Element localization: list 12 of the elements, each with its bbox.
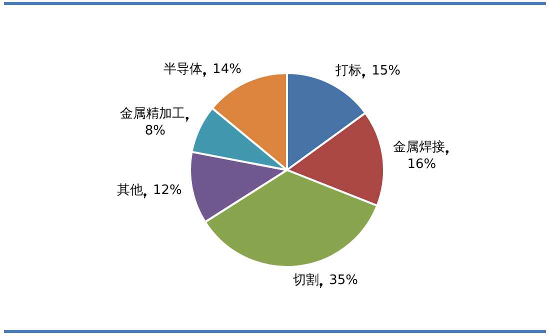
slice-label: 切割 [293, 272, 320, 288]
data-label: 12% [153, 183, 182, 198]
slice-label: 其他 [117, 183, 143, 198]
data-label: 16% [407, 156, 436, 172]
slice-label: 金属焊接 [393, 140, 446, 155]
data-label: 35% [329, 272, 358, 288]
data-label: 14% [212, 62, 242, 77]
data-label: 8% [144, 124, 166, 139]
data-label: 15% [372, 63, 400, 78]
slice-label: 金属精加工 [120, 106, 186, 122]
slice-label: 打标 [334, 63, 362, 78]
slice-label: 半导体 [164, 62, 203, 77]
